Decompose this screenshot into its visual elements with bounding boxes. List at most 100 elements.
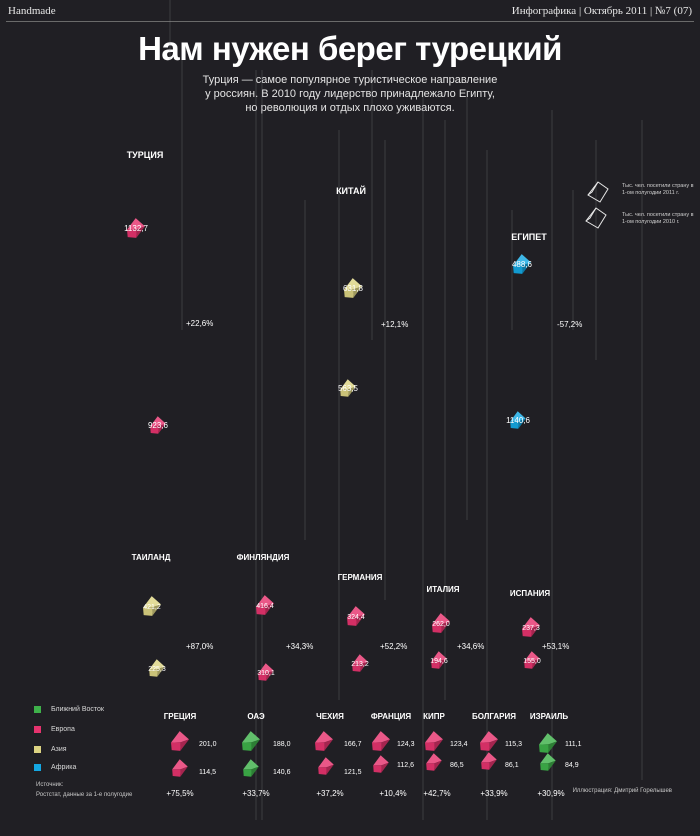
value-2010: 121,5 bbox=[344, 769, 362, 776]
cube-face-top bbox=[432, 613, 450, 625]
cube-face-left bbox=[150, 426, 159, 434]
cube-2011 bbox=[513, 254, 531, 274]
cube-face-right bbox=[265, 603, 274, 615]
cube-face-right bbox=[251, 739, 260, 751]
country-label: ГЕРМАНИЯ bbox=[338, 573, 383, 582]
cube-face-left bbox=[524, 661, 533, 669]
cube-face-right bbox=[180, 766, 188, 777]
cube-2010 bbox=[431, 651, 447, 669]
cube-face-left bbox=[513, 265, 523, 274]
cube-face-top bbox=[258, 663, 274, 674]
cube-2010 bbox=[540, 753, 556, 771]
value-2010: 563,5 bbox=[338, 384, 359, 393]
cube-face-right bbox=[324, 739, 333, 751]
cube-face-left bbox=[347, 617, 357, 626]
cube-face-left bbox=[431, 661, 440, 669]
cube-face-top bbox=[510, 411, 526, 422]
cube-face-top bbox=[127, 218, 145, 230]
cube-face-right bbox=[348, 386, 356, 397]
cube-2010 bbox=[426, 753, 442, 771]
cube-face-right bbox=[356, 614, 365, 626]
cube-face-left bbox=[149, 669, 158, 677]
illustration-credit: Иллюстрация: Дмитрий Горелышев bbox=[572, 788, 672, 794]
cube-2011 bbox=[315, 731, 333, 751]
cube-face-left bbox=[510, 421, 519, 429]
cube-face-top bbox=[426, 753, 442, 764]
value-2011: 262,0 bbox=[432, 621, 450, 628]
cube-2010 bbox=[481, 752, 497, 770]
cube-face-top bbox=[172, 759, 188, 770]
legend-swatch bbox=[34, 745, 41, 753]
cube-face-right bbox=[434, 760, 442, 771]
cube-2010 bbox=[510, 411, 526, 429]
country-label: ГРЕЦИЯ bbox=[164, 712, 197, 721]
country-label: БОЛГАРИЯ bbox=[472, 712, 516, 721]
country-label: КИПР bbox=[423, 712, 445, 721]
change-label: -57,2% bbox=[557, 320, 582, 329]
cube-face-top bbox=[242, 731, 260, 743]
cube-face-right bbox=[381, 739, 390, 751]
cube-face-left bbox=[481, 762, 490, 770]
change-label: +10,4% bbox=[379, 789, 406, 798]
legend-swatch bbox=[34, 725, 41, 733]
cube-face-left bbox=[522, 628, 532, 637]
legend-item-europe: Европа bbox=[34, 723, 75, 735]
cube-face-left bbox=[127, 229, 137, 238]
header-brand: Handmade bbox=[8, 5, 56, 17]
value-2011: 237,3 bbox=[522, 625, 540, 632]
change-label: +87,0% bbox=[186, 642, 213, 651]
key-lower-text: Тыс. чел. посетили страну в 1-ом полугод… bbox=[622, 212, 694, 225]
cube-face-left bbox=[432, 624, 442, 633]
cube-face-left bbox=[256, 606, 266, 615]
legend-label: Европа bbox=[51, 725, 75, 733]
legend-label: Азия bbox=[51, 745, 67, 753]
cube-2011 bbox=[539, 733, 557, 753]
cube-face-right bbox=[489, 759, 497, 770]
cube-2010 bbox=[340, 379, 356, 397]
cube-face-top bbox=[352, 654, 368, 665]
cube-face-top bbox=[347, 606, 365, 618]
source-text: Ростстат, данные за 1-е полугодие bbox=[36, 792, 133, 798]
cube-2011 bbox=[480, 731, 498, 751]
country-label: ИТАЛИЯ bbox=[426, 585, 459, 594]
cube-2011 bbox=[143, 596, 161, 616]
country-label: КИТАЙ bbox=[336, 185, 366, 196]
cube-2010 bbox=[524, 651, 540, 669]
value-2011: 124,3 bbox=[397, 741, 415, 748]
value-2010: 114,5 bbox=[199, 769, 216, 776]
value-2010: 155,0 bbox=[523, 658, 541, 665]
cube-2011 bbox=[242, 731, 260, 751]
cube-2011 bbox=[344, 278, 362, 298]
cube-face-top bbox=[149, 659, 165, 670]
value-2011: 188,0 bbox=[273, 741, 291, 748]
value-2011: 416,4 bbox=[256, 603, 274, 610]
value-2010: 140,6 bbox=[273, 769, 291, 776]
cube-2010 bbox=[258, 663, 274, 681]
cube-face-left bbox=[171, 742, 181, 751]
change-label: +33,7% bbox=[242, 789, 269, 798]
cube-face-right bbox=[353, 286, 362, 298]
cube-face-right bbox=[152, 604, 161, 616]
country-label: ЧЕХИЯ bbox=[316, 712, 344, 721]
value-2011: 631,8 bbox=[343, 284, 364, 293]
cube-face-top bbox=[340, 379, 356, 390]
value-2010: 213,2 bbox=[351, 661, 369, 668]
legend-item-africa: Африка bbox=[34, 761, 76, 773]
value-2010: 1140,6 bbox=[506, 416, 530, 425]
cube-face-right bbox=[441, 621, 450, 633]
cube-face-left bbox=[480, 742, 490, 751]
value-2011: 166,7 bbox=[344, 741, 362, 748]
value-2011: 324,4 bbox=[347, 614, 365, 621]
cube-face-top bbox=[243, 759, 259, 770]
cube-face-left bbox=[258, 673, 267, 681]
cube-2011 bbox=[425, 731, 443, 751]
cube-face-right bbox=[157, 666, 165, 677]
change-label: +30,9% bbox=[537, 789, 564, 798]
value-2011: 421,2 bbox=[143, 604, 161, 611]
value-2010: 112,6 bbox=[397, 762, 414, 769]
cube-face-right bbox=[136, 226, 145, 238]
cube-face-right bbox=[266, 670, 274, 681]
cube-face-top bbox=[480, 731, 498, 743]
value-2011: 115,3 bbox=[505, 741, 522, 748]
hanging-threads bbox=[169, 0, 643, 820]
